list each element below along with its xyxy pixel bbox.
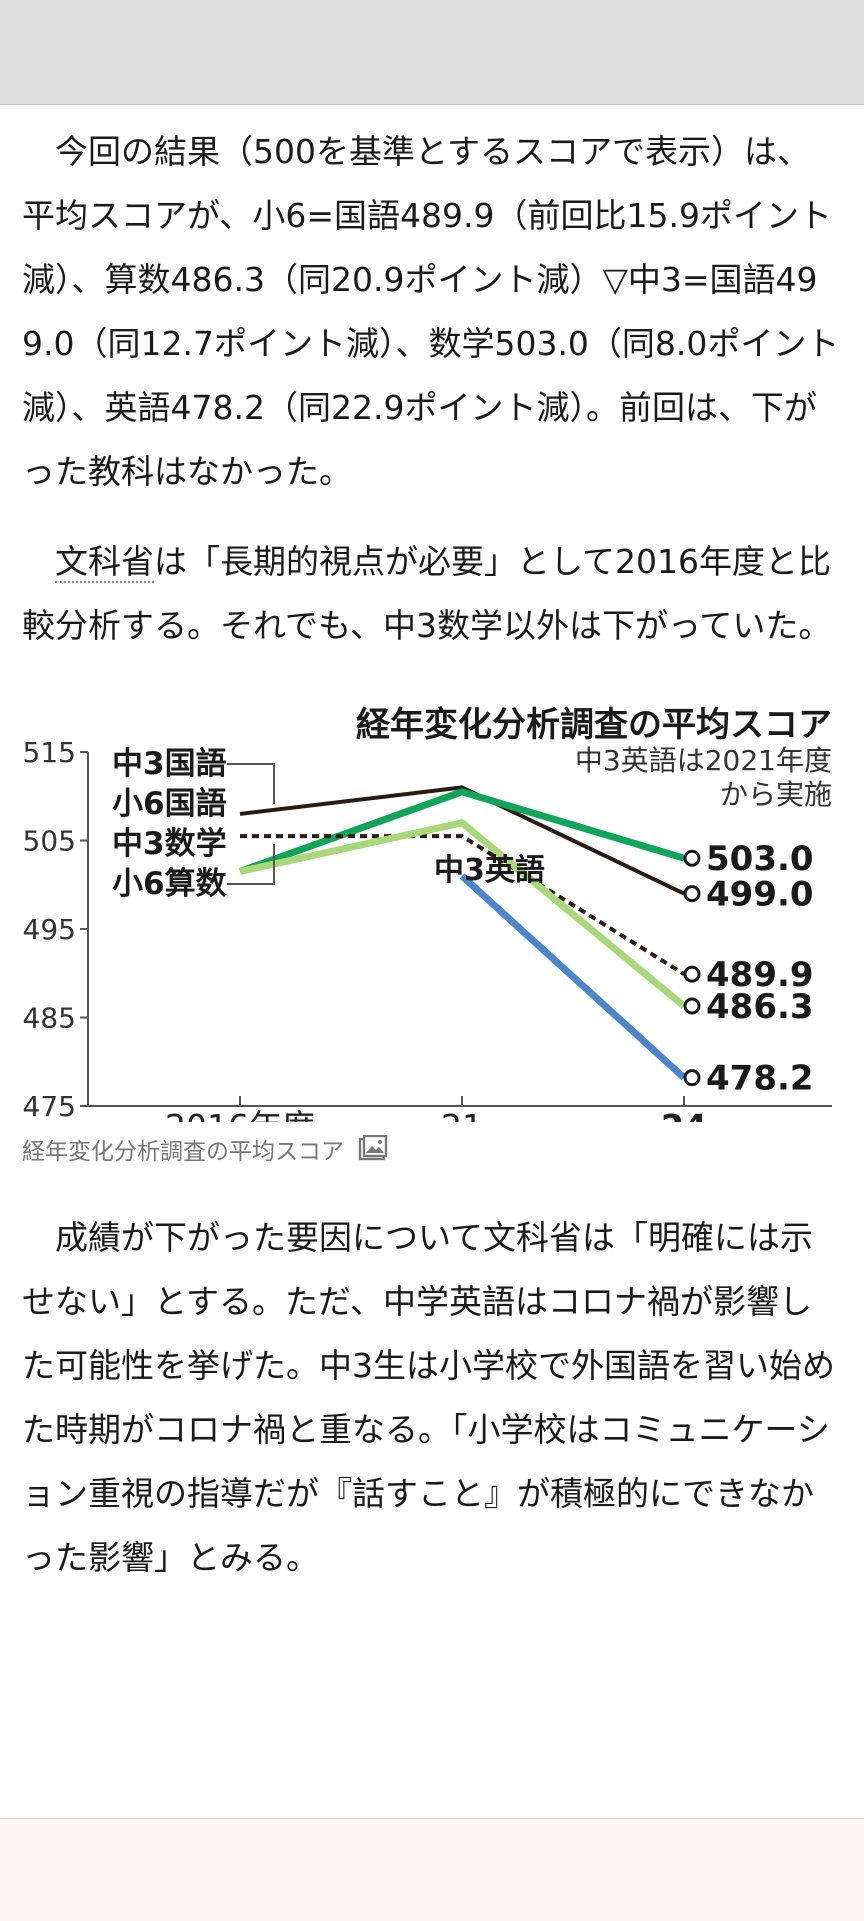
y-tick-label: 495 [23,913,76,946]
x-tick-label: 24 [661,1107,707,1122]
series-line [239,785,685,896]
y-tick-label: 515 [23,736,76,769]
paragraph-comparison-text: は「長期的視点が必要」として2016年度と比較分析する。それでも、中3数学以外は… [22,542,832,645]
legend-label: 小6国語 [112,786,227,822]
legend-label: 小6算数 [112,866,227,902]
browser-top-bar [0,0,864,105]
mext-term-link[interactable]: 文科省 [55,542,154,583]
legend-label: 中3国語 [112,746,227,782]
series-end-label: 489.9 [706,955,814,995]
series-end-marker [683,997,701,1015]
y-tick-label: 505 [23,825,76,858]
series-line [240,834,686,976]
series-line [239,819,687,1009]
chart-title: 経年変化分析調査の平均スコア [356,705,832,745]
paragraph-results: 今回の結果（500を基準とするスコアで表示）は、平均スコアが、小6=国語489.… [22,132,840,491]
series-end-marker [683,1069,701,1087]
paragraph-comparison: 文科省は「長期的視点が必要」として2016年度と比較分析する。それでも、中3数学… [22,530,842,658]
series-end-marker [683,885,701,903]
series-end-marker [683,965,701,983]
y-tick-label: 475 [23,1090,76,1122]
series-end-label: 503.0 [706,839,814,879]
figure-caption-text: 経年変化分析調査の平均スコア [22,1139,344,1165]
legend-bracket [227,763,275,885]
image-icon[interactable] [358,1134,388,1163]
series-line [459,873,687,1081]
series-inline-label: 中3英語 [434,853,545,888]
paragraph-causes: 成績が下がった要因について文科省は「明確には示せない」とする。ただ、中学英語はコ… [22,1218,835,1577]
chart-subtitle: から実施 [720,778,832,811]
figure-caption: 経年変化分析調査の平均スコア [22,1132,842,1166]
series-end-label: 499.0 [706,875,814,915]
series-end-label: 478.2 [706,1059,814,1099]
series-end-label: 486.3 [706,987,814,1027]
legend-label: 中3数学 [112,826,227,862]
x-tick-label: 21 [441,1107,483,1122]
series-line [238,788,686,875]
series-end-marker [683,849,701,867]
article-body: 今回の結果（500を基準とするスコアで表示）は、平均スコアが、小6=国語489.… [22,120,842,1590]
score-chart-figure[interactable]: 5155054954854752016年度2124経年変化分析調査の平均スコア中… [22,702,842,1122]
score-line-chart: 5155054954854752016年度2124経年変化分析調査の平均スコア中… [23,705,832,1122]
y-tick-label: 485 [23,1002,76,1035]
chart-subtitle: 中3英語は2021年度 [575,744,832,777]
bottom-ad-area [0,1818,864,1921]
x-tick-label: 2016年度 [165,1107,315,1122]
